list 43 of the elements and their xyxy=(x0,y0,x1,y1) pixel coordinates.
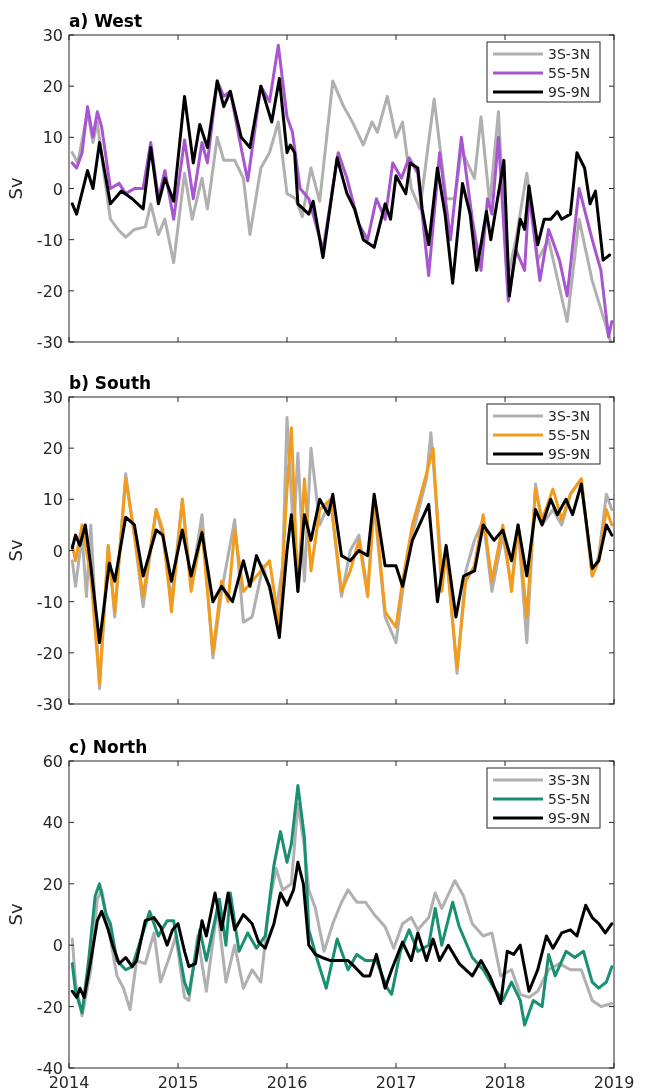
y-tick-label: -10 xyxy=(36,592,63,612)
y-tick-label: -10 xyxy=(36,230,63,250)
x-tick-label: 2014 xyxy=(48,1073,90,1092)
y-tick-label: -20 xyxy=(36,997,63,1017)
y-axis-title: Sv xyxy=(5,903,26,926)
y-tick-label: 20 xyxy=(42,874,63,894)
legend-label: 5S-5N xyxy=(548,427,591,443)
legend-label: 3S-3N xyxy=(548,46,591,62)
y-tick-label: 0 xyxy=(52,541,63,561)
legend-label: 3S-3N xyxy=(548,408,591,424)
y-tick-label: -20 xyxy=(36,281,63,301)
y-tick-label: -20 xyxy=(36,643,63,663)
legend-label: 5S-5N xyxy=(548,791,591,807)
legend-label: 5S-5N xyxy=(548,65,591,81)
chart-title: c) North xyxy=(69,737,148,757)
x-tick-label: 2015 xyxy=(157,1073,199,1092)
y-tick-label: -30 xyxy=(36,695,63,714)
y-tick-label: 20 xyxy=(42,439,63,459)
line-series xyxy=(70,76,612,298)
chart-title: b) South xyxy=(69,373,152,393)
line-series xyxy=(70,860,614,1006)
y-tick-label: 20 xyxy=(42,77,63,97)
x-tick-label: 2019 xyxy=(593,1073,635,1092)
line-series xyxy=(70,482,614,645)
legend-label: 9S-9N xyxy=(548,810,591,826)
x-tick-label: 2017 xyxy=(375,1073,417,1092)
y-tick-label: 60 xyxy=(42,752,63,771)
y-tick-label: 30 xyxy=(42,26,63,45)
x-tick-label: 2016 xyxy=(266,1073,308,1092)
y-axis-title: Sv xyxy=(5,177,26,200)
legend-label: 3S-3N xyxy=(548,772,591,788)
y-tick-label: 40 xyxy=(42,813,63,833)
x-tick-label: 2018 xyxy=(484,1073,526,1092)
y-tick-label: 30 xyxy=(42,388,63,407)
legend-label: 9S-9N xyxy=(548,84,591,100)
y-tick-label: 10 xyxy=(42,128,63,148)
chart-title: a) West xyxy=(69,11,143,31)
y-tick-label: 10 xyxy=(42,490,63,510)
y-tick-label: 0 xyxy=(52,179,63,199)
y-tick-label: 0 xyxy=(52,936,63,956)
y-tick-label: -30 xyxy=(36,333,63,352)
y-axis-title: Sv xyxy=(5,539,26,562)
legend-label: 9S-9N xyxy=(548,446,591,462)
